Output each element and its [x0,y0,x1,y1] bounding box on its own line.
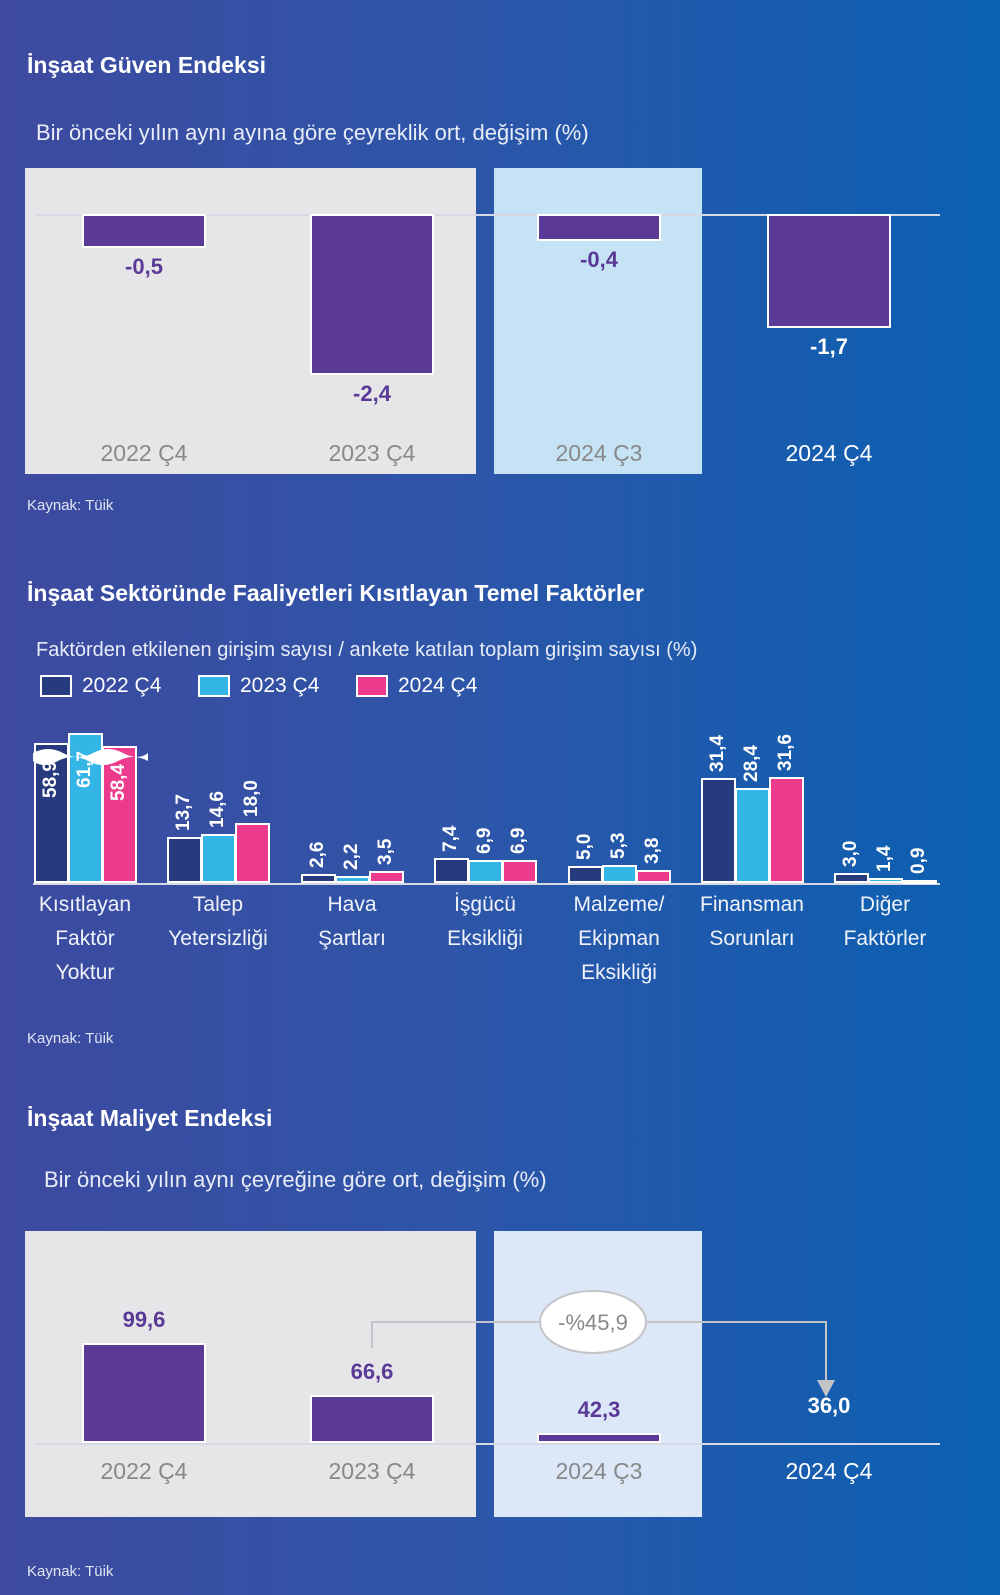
x-tick-label: Malzeme/Ekipman Eksikliği [549,888,689,990]
x-tick-label: İşgücü Eksikliği [415,888,555,956]
bar-2024-Ç4 [502,859,537,883]
x-tick-label: 2024 Ç3 [555,440,643,466]
data-label: -1,7 [810,333,848,359]
x-tick-label-line: Hava [327,893,377,916]
bar-2024-Ç4 [369,871,404,883]
legend-swatch [356,675,388,697]
chart2-subtitle: Faktörden etkilenen girişim sayısı / ank… [36,639,698,661]
x-tick-label: 2024 Ç3 [555,1458,643,1484]
bar-2022-Ç4 [167,837,202,883]
x-tick-label: 2023 Ç4 [328,1458,416,1484]
chart2-source: Kaynak: Tüik [27,1030,114,1047]
chart3-panel-highlight [494,1231,702,1517]
chart3-source: Kaynak: Tüik [27,1563,114,1580]
chart3-baseline [35,1443,940,1445]
x-tick-label-line: İşgücü [454,893,516,916]
x-tick-label-line: Yetersizliği [168,927,268,950]
chart3-title: İnşaat Maliyet Endeksi [27,1105,273,1131]
legend-label: 2022 Ç4 [82,674,162,697]
legend-swatch [198,675,230,697]
bar [310,1394,434,1443]
x-tick-label: Hava Şartları [282,888,422,956]
x-tick-label-line: Şartları [318,927,386,950]
x-tick-label: 2022 Ç4 [100,1458,188,1484]
data-label: 99,6 [122,1307,166,1333]
bar-2024-Ç4 [769,777,804,883]
x-tick-label-line: Talep [192,893,244,916]
x-tick-label-line: Malzeme/ [573,893,665,916]
legend-item-2022: 2022 Ç4 [40,674,161,698]
x-tick-label-line: Faktör [55,927,115,950]
x-tick-label-line: Faktörler [843,927,927,950]
x-tick-label-line: Ekipman [578,927,660,950]
legend-item-2024: 2024 Ç4 [356,674,477,698]
x-tick-label-line: Yoktur [55,961,115,984]
bar [537,214,661,241]
data-label: -2,4 [353,380,391,406]
x-tick-label: Talep Yetersizliği [148,888,288,956]
x-tick-label: Kısıtlayan Faktör Yoktur [15,888,155,990]
bar-2024-Ç4 [235,822,270,883]
bar-2022-Ç4 [701,777,736,883]
x-tick-label: 2023 Ç4 [328,440,416,466]
chart2-title: İnşaat Sektöründe Faaliyetleri Kısıtlaya… [27,580,644,606]
legend-swatch [40,675,72,697]
x-tick-label: 2024 Ç4 [785,440,873,466]
x-tick-label-line: Diğer [859,893,911,916]
data-label: 42,3 [577,1397,621,1423]
data-label: 36,0 [807,1393,851,1418]
chart1-baseline [35,214,940,216]
data-label: -0,5 [125,253,163,279]
bar-2024-Ç4 [902,879,937,884]
data-label: 66,6 [350,1358,394,1384]
legend-label: 2023 Ç4 [240,674,320,697]
x-tick-label-line: Sorunları [709,927,795,950]
bar [82,1343,206,1443]
bar-2024-Ç4 [636,870,671,883]
chart1-source: Kaynak: Tüik [27,497,114,514]
bar [767,214,891,328]
bar [537,1433,661,1443]
x-tick-label: Finansman Sorunları [682,888,822,956]
x-tick-label: 2024 Ç4 [785,1458,873,1484]
x-tick-label-line: Eksikliği [581,961,657,984]
bar [310,214,434,375]
x-tick-label-line: Eksikliği [447,927,523,950]
change-annotation: -%45,9 [558,1310,628,1335]
chart1-title: İnşaat Güven Endeksi [27,52,267,78]
bar-2022-Ç4 [434,858,469,883]
legend-item-2023: 2023 Ç4 [198,674,319,698]
chart1-subtitle: Bir önceki yılın aynı ayına göre çeyrekl… [36,120,589,145]
data-label: -0,4 [580,246,618,272]
chart3-subtitle: Bir önceki yılın aynı çeyreğine göre ort… [44,1167,547,1192]
x-tick-label-line: Kısıtlayan [38,893,132,916]
x-tick-label: 2022 Ç4 [100,440,188,466]
chart2-baseline [33,883,940,885]
bar-2022-Ç4 [834,872,869,883]
legend-label: 2024 Ç4 [398,674,478,697]
x-tick-label-line: Finansman [700,893,804,916]
axis-break-icon [33,745,148,765]
bar [82,214,206,248]
bar-2024-Ç4 [102,746,137,883]
x-tick-label: Diğer Faktörler [815,888,955,956]
